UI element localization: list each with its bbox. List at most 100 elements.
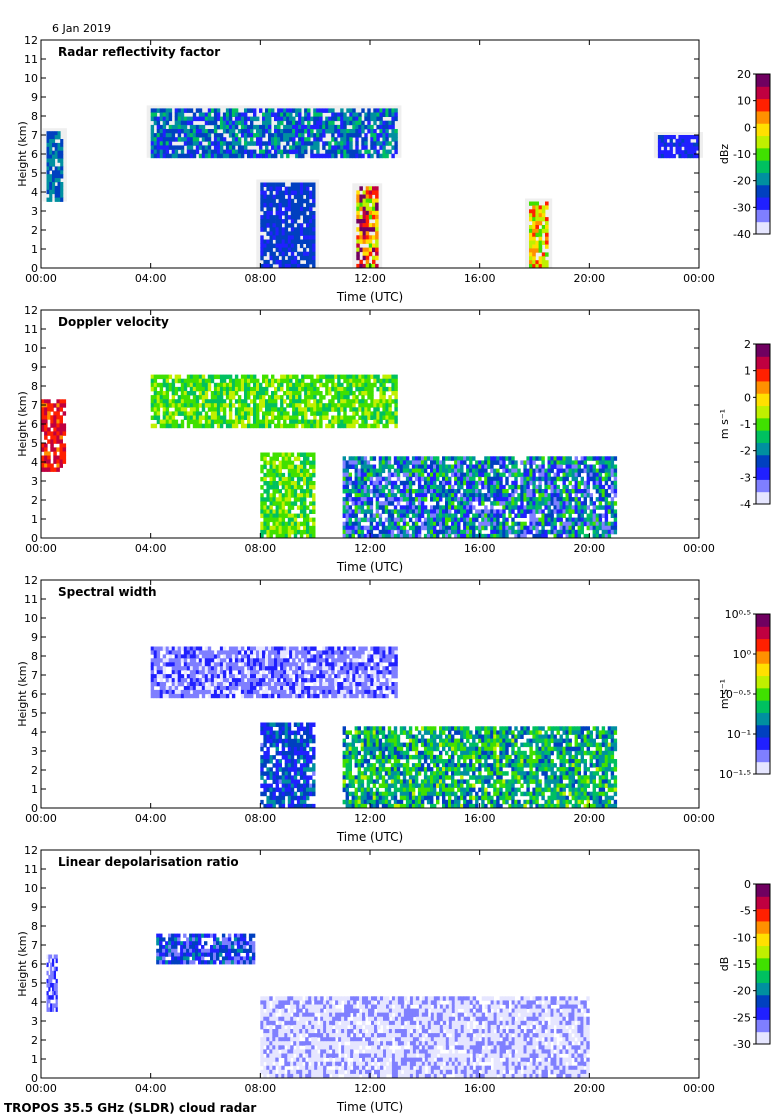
panel-2-cell-3 (493, 521, 497, 527)
panel-1-cell-0 (322, 124, 326, 130)
panel-2-cell-3 (562, 480, 566, 486)
panel-2-cell-3 (387, 493, 392, 498)
panel-2-cell-0 (159, 374, 164, 380)
panel-1-cell-0 (219, 116, 224, 122)
panel-2-cell-0 (183, 415, 188, 420)
panel-3-cell-0 (283, 686, 287, 691)
panel-2-cell-3 (436, 501, 440, 506)
panel-1-cell-0 (159, 141, 164, 146)
panel-1-cell-0 (313, 153, 317, 159)
panel-3-cell-0 (168, 686, 173, 691)
panel-1-cell-0 (150, 141, 155, 146)
panel-2-cell-0 (352, 407, 356, 412)
panel-1-cell-0 (331, 137, 335, 142)
panel-2-cell-3 (592, 509, 596, 514)
panel-3-cell-0 (195, 670, 200, 675)
panel-2-cell-3 (445, 493, 449, 498)
panel-2-cell-3 (463, 493, 467, 498)
panel-2-cell-0 (228, 374, 233, 380)
panel-2-cell-3 (523, 476, 527, 482)
panel-1-cell-2 (281, 247, 286, 253)
panel-2-cell-0 (174, 411, 179, 416)
panel-2-cell-3 (354, 509, 358, 514)
panel-1-cell-2 (260, 239, 264, 244)
panel-3-cell-0 (171, 678, 176, 683)
panel-1-cell-0 (177, 120, 182, 126)
panel-2-cell-2 (306, 493, 310, 498)
panel-2-cell-0 (325, 411, 329, 416)
panel-1-cell-3 (375, 223, 379, 228)
panel-1-cell-0 (268, 116, 272, 122)
panel-2-cell-3 (472, 513, 476, 518)
panel-2-cell-3 (472, 480, 476, 486)
panel-1-cell-2 (269, 211, 273, 216)
panel-2-cell-2 (296, 497, 301, 502)
panel-3-cell-0 (234, 658, 239, 663)
panel-2-cell-2 (266, 489, 270, 494)
panel-3-cell-0 (219, 686, 224, 691)
panel-2-cell-3 (610, 472, 615, 478)
panel-1-cell-0 (316, 149, 320, 155)
panel-2-cell-3 (457, 484, 461, 490)
panel-2-cell-0 (295, 415, 299, 420)
panel-2-cell-3 (565, 521, 569, 527)
panel-2-cell-3 (445, 529, 449, 535)
panel-1-cell-0 (247, 124, 251, 130)
panel-3-cell-0 (247, 670, 251, 675)
panel-3-cell-0 (216, 670, 221, 675)
panel-1-cell-1 (49, 162, 53, 167)
panel-1-colorbar-tick-label: -10 (733, 148, 751, 161)
panel-1-cell-2 (290, 202, 295, 208)
panel-1-cell-2 (278, 198, 282, 204)
panel-3-cell-0 (186, 689, 191, 695)
panel-2-cell-3 (484, 509, 488, 514)
panel-2-cell-3 (417, 529, 422, 535)
panel-1-cell-0 (370, 129, 374, 134)
panel-2-cell-3 (396, 489, 401, 494)
panel-3-cell-0 (153, 693, 158, 699)
panel-3-cell-0 (150, 693, 155, 699)
panel-2-cell-3 (601, 484, 606, 490)
panel-1-cell-0 (177, 133, 182, 138)
panel-2-cell-3 (433, 521, 437, 527)
panel-2-cell-2 (275, 517, 279, 523)
panel-1-cell-4 (535, 205, 539, 210)
panel-2-cell-0 (216, 391, 221, 396)
panel-1-cell-2 (275, 186, 279, 192)
panel-2-cell-3 (562, 456, 566, 461)
panel-2-cell-2 (299, 452, 304, 457)
panel-2-cell-3 (553, 501, 557, 506)
panel-2-cell-3 (610, 456, 615, 461)
panel-1-cell-2 (309, 251, 313, 257)
panel-2-cell-2 (293, 497, 298, 502)
panel-1-cell-2 (299, 223, 304, 228)
panel-1-cell-3 (365, 190, 370, 195)
panel-2-cell-3 (565, 468, 569, 474)
panel-2-cell-0 (156, 399, 161, 404)
panel-3-cell-0 (280, 670, 284, 675)
panel-2-cell-3 (559, 468, 563, 474)
panel-2-cell-2 (284, 493, 289, 498)
panel-2-cell-0 (304, 399, 308, 404)
panel-2-cell-0 (240, 403, 245, 408)
panel-1-cell-0 (322, 129, 326, 134)
panel-1-cell-4 (545, 232, 549, 238)
panel-2-cell-0 (207, 423, 212, 429)
panel-2-cell-0 (394, 419, 398, 425)
panel-3-cell-0 (262, 666, 266, 671)
panel-1-cell-0 (310, 129, 314, 134)
panel-2-cell-3 (369, 480, 374, 486)
panel-2-cell-0 (343, 407, 347, 412)
panel-1-cell-0 (385, 120, 389, 126)
panel-3-cell-0 (177, 670, 182, 675)
panel-3-cell-0 (162, 689, 167, 695)
panel-2-cell-0 (391, 419, 395, 425)
panel-3-cell-0 (201, 662, 206, 667)
panel-2-ytick-label: 8 (31, 380, 38, 393)
panel-2-cell-3 (487, 484, 491, 490)
panel-2-cell-2 (287, 501, 292, 506)
panel-2-cell-3 (402, 464, 407, 469)
panel-2-cell-3 (457, 460, 461, 465)
panel-2-cell-0 (177, 423, 182, 429)
panel-2-cell-2 (266, 533, 270, 539)
